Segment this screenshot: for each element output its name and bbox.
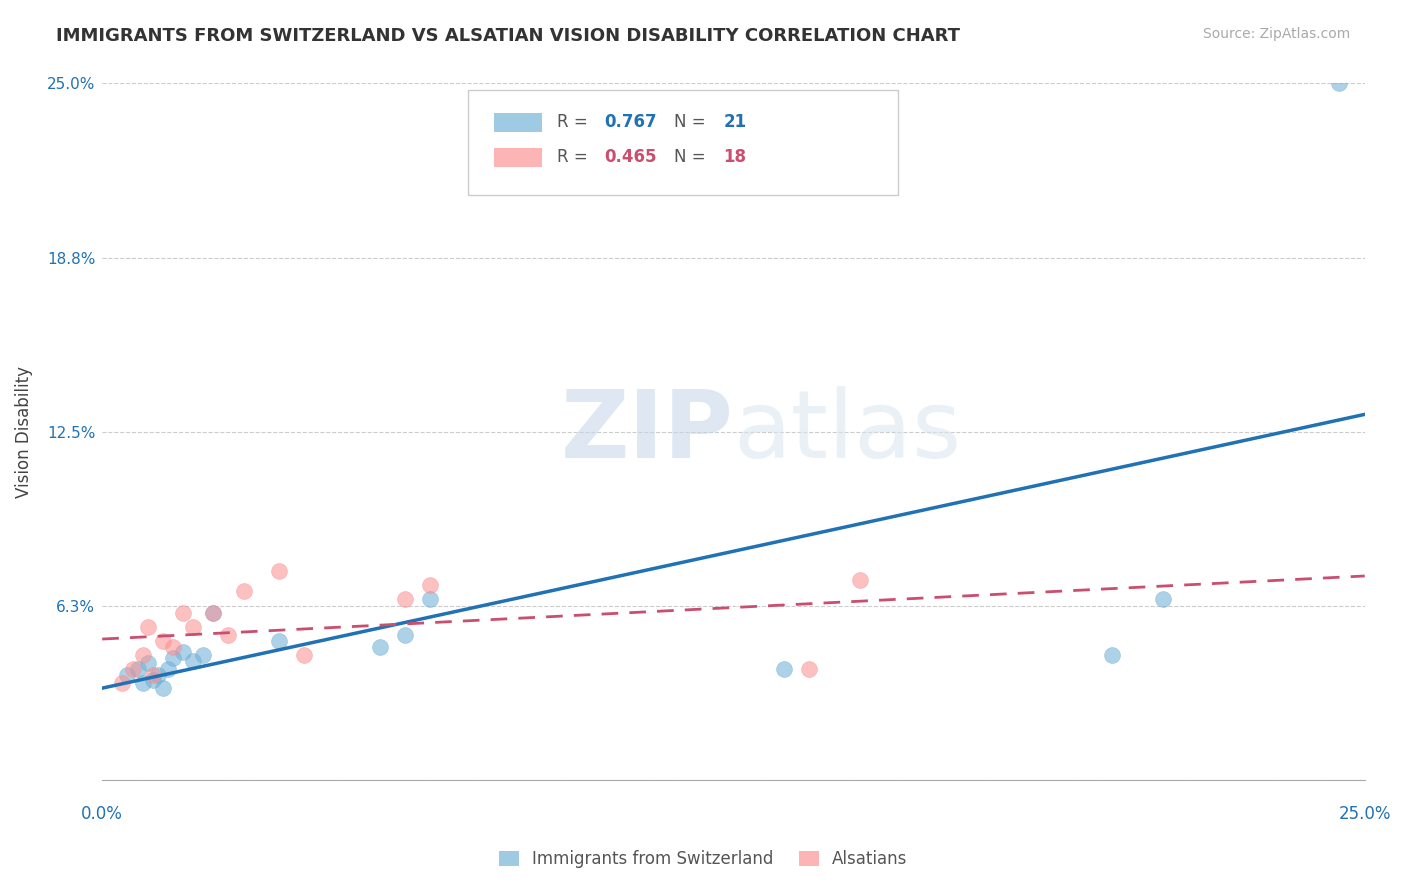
Point xyxy=(136,620,159,634)
Point xyxy=(152,681,174,696)
Point xyxy=(419,578,441,592)
Point xyxy=(136,657,159,671)
Point xyxy=(131,648,153,662)
Text: 18: 18 xyxy=(723,148,747,166)
Point xyxy=(848,573,870,587)
Point xyxy=(232,583,254,598)
Text: N =: N = xyxy=(673,112,711,131)
Point xyxy=(202,606,225,620)
Point xyxy=(773,662,796,676)
Text: ZIP: ZIP xyxy=(561,386,734,478)
Point xyxy=(267,634,290,648)
Point xyxy=(193,648,215,662)
Point xyxy=(121,662,143,676)
Point xyxy=(156,662,179,676)
Point xyxy=(172,645,194,659)
Text: atlas: atlas xyxy=(734,386,962,478)
Point xyxy=(181,654,204,668)
Point xyxy=(1101,648,1123,662)
Text: IMMIGRANTS FROM SWITZERLAND VS ALSATIAN VISION DISABILITY CORRELATION CHART: IMMIGRANTS FROM SWITZERLAND VS ALSATIAN … xyxy=(56,27,960,45)
Point xyxy=(1329,77,1351,91)
Text: 0.465: 0.465 xyxy=(605,148,657,166)
Text: N =: N = xyxy=(673,148,711,166)
Point xyxy=(394,628,416,642)
Point xyxy=(217,628,239,642)
Text: 0.0%: 0.0% xyxy=(82,805,124,823)
Point xyxy=(202,606,225,620)
Legend: Immigrants from Switzerland, Alsatians: Immigrants from Switzerland, Alsatians xyxy=(492,844,914,875)
Point xyxy=(181,620,204,634)
Point xyxy=(131,676,153,690)
Point xyxy=(267,565,290,579)
Point xyxy=(368,640,391,654)
Point xyxy=(394,592,416,607)
Bar xyxy=(494,112,541,132)
Text: 0.767: 0.767 xyxy=(605,112,658,131)
Point xyxy=(419,592,441,607)
Point xyxy=(1152,592,1174,607)
Point xyxy=(162,650,184,665)
Text: 25.0%: 25.0% xyxy=(1339,805,1391,823)
Point xyxy=(127,662,149,676)
Point xyxy=(142,673,165,687)
Point xyxy=(152,634,174,648)
Point xyxy=(146,667,169,681)
Bar xyxy=(494,147,541,167)
Point xyxy=(117,667,139,681)
Text: R =: R = xyxy=(557,148,593,166)
Point xyxy=(799,662,821,676)
Text: 21: 21 xyxy=(723,112,747,131)
Y-axis label: Vision Disability: Vision Disability xyxy=(15,366,32,498)
Point xyxy=(172,606,194,620)
FancyBboxPatch shape xyxy=(468,90,897,195)
Point xyxy=(292,648,315,662)
Point xyxy=(142,667,165,681)
Text: Source: ZipAtlas.com: Source: ZipAtlas.com xyxy=(1202,27,1350,41)
Text: R =: R = xyxy=(557,112,593,131)
Point xyxy=(111,676,134,690)
Point xyxy=(162,640,184,654)
